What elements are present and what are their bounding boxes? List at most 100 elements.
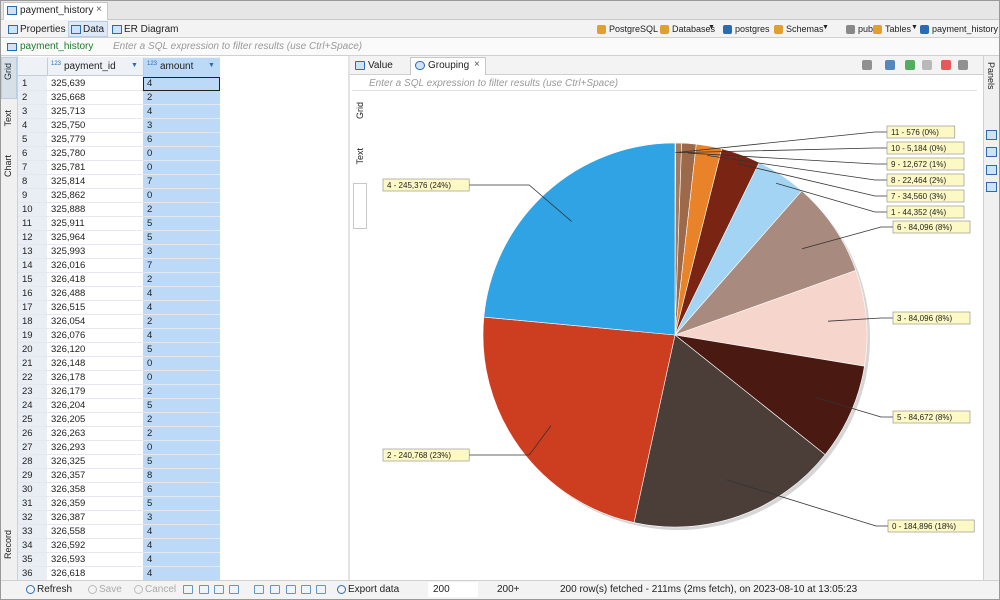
cell-payment-id[interactable]: 326,488 bbox=[51, 288, 86, 299]
cell-amount[interactable]: 0 bbox=[147, 190, 153, 201]
panel-icon[interactable] bbox=[986, 182, 997, 192]
cell-payment-id[interactable]: 325,713 bbox=[51, 106, 86, 117]
cell-payment-id[interactable]: 326,592 bbox=[51, 540, 86, 551]
tab-close[interactable]: × bbox=[474, 59, 480, 70]
column-header[interactable] bbox=[47, 58, 143, 76]
cell-amount[interactable]: 3 bbox=[147, 120, 153, 131]
cell-amount[interactable]: 4 bbox=[147, 526, 153, 537]
editor-tab[interactable] bbox=[3, 2, 108, 20]
editor-tab-title[interactable]: payment_history bbox=[20, 5, 94, 16]
cell-payment-id[interactable]: 326,618 bbox=[51, 568, 86, 579]
cell-payment-id[interactable]: 325,781 bbox=[51, 162, 86, 173]
cell-payment-id[interactable]: 326,358 bbox=[51, 484, 86, 495]
cell-payment-id[interactable]: 326,263 bbox=[51, 428, 86, 439]
cell-amount[interactable]: 5 bbox=[147, 218, 153, 229]
cell-payment-id[interactable]: 325,750 bbox=[51, 120, 86, 131]
cell-amount[interactable]: 4 bbox=[147, 568, 153, 579]
cell-amount[interactable]: 7 bbox=[147, 176, 153, 187]
cell-amount[interactable]: 2 bbox=[147, 316, 153, 327]
cell-payment-id[interactable]: 325,888 bbox=[51, 204, 86, 215]
cell-amount[interactable]: 6 bbox=[147, 134, 153, 145]
cell-payment-id[interactable]: 326,205 bbox=[51, 414, 86, 425]
toolbar-button[interactable] bbox=[885, 60, 895, 70]
column-header[interactable] bbox=[143, 58, 220, 76]
panel-icon[interactable] bbox=[986, 130, 997, 140]
cell-payment-id[interactable]: 326,179 bbox=[51, 386, 86, 397]
cell-amount[interactable]: 4 bbox=[147, 540, 153, 551]
status-button[interactable]: Refresh bbox=[37, 584, 73, 595]
cell-payment-id[interactable]: 326,293 bbox=[51, 442, 86, 453]
breadcrumb[interactable]: PostgreSQL bbox=[609, 24, 659, 34]
filter-table[interactable]: payment_history bbox=[20, 41, 94, 52]
status-button[interactable]: Cancel bbox=[145, 584, 177, 595]
toolbar-button[interactable] bbox=[941, 60, 951, 70]
nav-button[interactable] bbox=[183, 585, 193, 594]
panel-icon[interactable] bbox=[986, 165, 997, 175]
cell-amount[interactable]: 0 bbox=[147, 358, 153, 369]
grouping-tab[interactable] bbox=[410, 57, 486, 75]
breadcrumb[interactable]: Tables bbox=[885, 24, 912, 34]
cell-payment-id[interactable]: 325,779 bbox=[51, 134, 86, 145]
fetch-size[interactable]: 200 bbox=[433, 584, 450, 595]
cell-payment-id[interactable]: 326,418 bbox=[51, 274, 86, 285]
tab-close[interactable]: × bbox=[96, 4, 102, 15]
cell-payment-id[interactable]: 325,639 bbox=[51, 78, 86, 89]
nav-button[interactable] bbox=[270, 585, 280, 594]
left-tab[interactable]: Chart bbox=[3, 155, 13, 178]
cell-amount[interactable]: 5 bbox=[147, 456, 153, 467]
cell-amount[interactable]: 2 bbox=[147, 204, 153, 215]
cell-amount[interactable]: 2 bbox=[147, 92, 153, 103]
cell-amount[interactable]: 5 bbox=[147, 232, 153, 243]
column-name[interactable]: payment_id bbox=[64, 61, 116, 72]
cell-payment-id[interactable]: 326,558 bbox=[51, 526, 86, 537]
cell-amount[interactable]: 5 bbox=[147, 344, 153, 355]
cell-payment-id[interactable]: 325,814 bbox=[51, 176, 86, 187]
panel-icon[interactable] bbox=[986, 147, 997, 157]
cell-amount[interactable]: 2 bbox=[147, 274, 153, 285]
cell-amount[interactable]: 4 bbox=[147, 330, 153, 341]
panels-tab[interactable]: Panels bbox=[986, 62, 996, 90]
nav-button[interactable] bbox=[316, 585, 326, 594]
breadcrumb[interactable]: public bbox=[858, 24, 882, 34]
cell-payment-id[interactable]: 325,780 bbox=[51, 148, 86, 159]
cell-payment-id[interactable]: 326,325 bbox=[51, 456, 86, 467]
toolbar-button[interactable] bbox=[958, 60, 968, 70]
cell-payment-id[interactable]: 326,515 bbox=[51, 302, 86, 313]
cell-payment-id[interactable]: 326,359 bbox=[51, 498, 86, 509]
breadcrumb[interactable]: Schemas bbox=[786, 24, 824, 34]
left-tab[interactable]: Record bbox=[3, 530, 13, 560]
toolbar-button[interactable] bbox=[922, 60, 932, 70]
cell-payment-id[interactable]: 326,387 bbox=[51, 512, 86, 523]
filter-input[interactable]: Enter a SQL expression to filter results… bbox=[113, 41, 363, 52]
fetch-more[interactable]: 200+ bbox=[497, 584, 520, 595]
cell-amount[interactable]: 2 bbox=[147, 428, 153, 439]
cell-payment-id[interactable]: 326,204 bbox=[51, 400, 86, 411]
status-button[interactable]: Save bbox=[99, 584, 122, 595]
cell-amount[interactable]: 4 bbox=[147, 554, 153, 565]
breadcrumb[interactable]: Databases bbox=[672, 24, 716, 34]
column-name[interactable]: amount bbox=[160, 61, 194, 72]
cell-amount[interactable]: 4 bbox=[147, 78, 153, 89]
left-tab[interactable]: Text bbox=[3, 110, 13, 127]
subtab[interactable]: Properties bbox=[20, 24, 66, 35]
grouping-filter-box[interactable] bbox=[352, 76, 977, 91]
cell-amount[interactable]: 5 bbox=[147, 400, 153, 411]
cell-amount[interactable]: 0 bbox=[147, 372, 153, 383]
cell-amount[interactable]: 3 bbox=[147, 246, 153, 257]
cell-amount[interactable]: 2 bbox=[147, 414, 153, 425]
cell-payment-id[interactable]: 326,076 bbox=[51, 330, 86, 341]
panel-tab[interactable]: Value bbox=[368, 60, 393, 71]
nav-button[interactable] bbox=[229, 585, 239, 594]
cell-amount[interactable]: 3 bbox=[147, 512, 153, 523]
cell-amount[interactable]: 0 bbox=[147, 442, 153, 453]
subtab[interactable]: ER Diagram bbox=[124, 24, 179, 35]
cell-payment-id[interactable]: 325,862 bbox=[51, 190, 86, 201]
cell-payment-id[interactable]: 325,993 bbox=[51, 246, 86, 257]
breadcrumb[interactable]: postgres bbox=[735, 24, 770, 34]
subtab[interactable]: Data bbox=[83, 24, 105, 35]
cell-amount[interactable]: 0 bbox=[147, 162, 153, 173]
toolbar-button[interactable] bbox=[862, 60, 872, 70]
filter-input-box[interactable] bbox=[96, 39, 856, 55]
cell-amount[interactable]: 2 bbox=[147, 386, 153, 397]
cell-payment-id[interactable]: 325,964 bbox=[51, 232, 86, 243]
